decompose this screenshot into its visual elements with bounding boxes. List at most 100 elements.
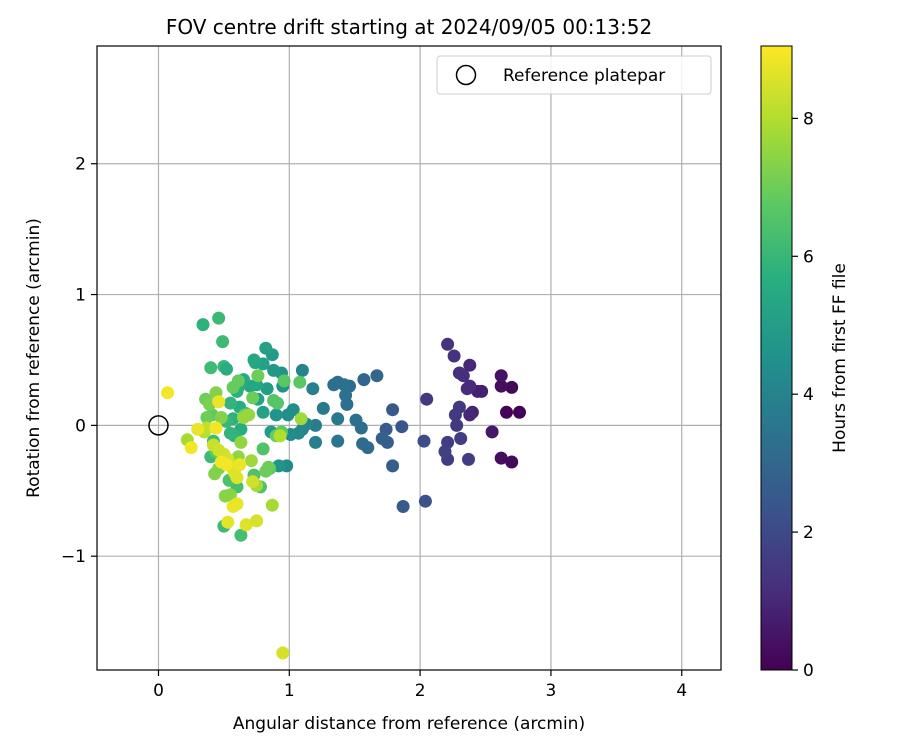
data-point [309,435,322,449]
data-point [281,408,295,422]
data-point [223,426,237,440]
data-point [230,497,244,511]
data-point [327,378,341,392]
data-point [259,341,273,355]
data-point [386,403,400,417]
data-point [295,363,309,377]
data-point [276,646,290,660]
data-point [450,418,464,432]
data-point [184,441,198,455]
colorbar-tick-label: 4 [803,385,814,405]
data-point [494,379,508,393]
data-point [246,475,260,489]
data-point [265,498,279,512]
data-point [361,441,375,455]
data-point [247,353,261,367]
data-point [460,382,474,396]
data-point [223,488,237,502]
colorbar-tick-label: 6 [803,247,814,267]
legend-box [436,55,712,95]
x-tick-label: 2 [415,681,426,701]
data-point [267,363,281,377]
data-point [234,528,248,542]
colorbar-tick-label: 0 [803,661,814,681]
y-tick-label: 2 [75,155,86,175]
legend-entry-label: Reference platepar [503,66,665,86]
data-point [463,358,477,372]
colorbar-gradient [760,45,793,671]
x-tick-label: 0 [153,681,164,701]
data-point [223,396,237,410]
data-point [417,434,431,448]
data-point [452,366,466,380]
data-point [259,464,273,478]
data-point [191,422,205,436]
data-point [216,335,230,349]
data-point [420,392,434,406]
data-point [349,413,363,427]
data-point [273,429,287,443]
data-point [242,408,256,422]
data-point [256,442,270,456]
data-point [239,518,253,532]
data-point [260,382,274,396]
data-point [214,411,228,424]
data-point [221,515,235,529]
colorbar-label: Hours from first FF file [830,263,850,453]
data-point [230,471,244,485]
data-point [438,445,452,458]
data-point [454,432,468,445]
data-point [500,405,513,419]
x-axis-ticks: 0 1 2 3 4 [153,670,687,701]
x-tick-label: 3 [546,681,557,701]
data-point [494,451,508,465]
data-point [244,454,258,468]
data-point [246,391,260,405]
data-point [316,401,330,415]
colorbar-ticks: 0 2 4 6 8 [792,109,814,681]
data-point [212,311,226,325]
colorbar-tick-label: 2 [803,523,814,543]
data-point [505,455,519,469]
data-point [204,361,218,375]
legend-marker-icon [455,64,477,86]
data-point [161,386,175,400]
data-point [256,405,270,419]
data-point [277,374,291,388]
data-point [395,420,409,434]
y-axis-label: Rotation from reference (arcmin) [24,218,44,498]
data-point [306,382,320,396]
chart-title: FOV centre drift starting at 2024/09/05 … [166,15,652,39]
data-point [331,412,345,426]
y-tick-label: −1 [61,547,86,567]
data-point [505,380,519,394]
data-point [462,452,475,466]
data-point [269,408,283,422]
colorbar: 0 2 4 6 8 Hours from first FF file [760,45,850,681]
x-tick-label: 1 [284,681,295,701]
data-point [209,421,223,435]
y-tick-label: 1 [75,286,86,306]
data-point [418,494,432,508]
data-point [226,380,240,394]
reference-marker [148,415,169,436]
data-point [463,408,477,422]
data-point [214,455,228,469]
data-point [250,514,264,528]
data-point [396,500,410,513]
data-point [339,388,353,402]
data-point [375,432,389,445]
y-tick-label: 0 [75,416,86,436]
data-point [447,349,461,363]
plot-frame [96,45,722,671]
data-point [271,396,284,410]
data-point [370,369,384,383]
data-point [294,412,308,426]
data-point [212,395,226,409]
data-point [485,425,499,439]
colorbar-tick-label: 8 [803,109,814,129]
data-point [448,408,462,422]
data-point [293,375,307,389]
reference-marker-group [148,415,169,436]
data-point [208,467,222,481]
